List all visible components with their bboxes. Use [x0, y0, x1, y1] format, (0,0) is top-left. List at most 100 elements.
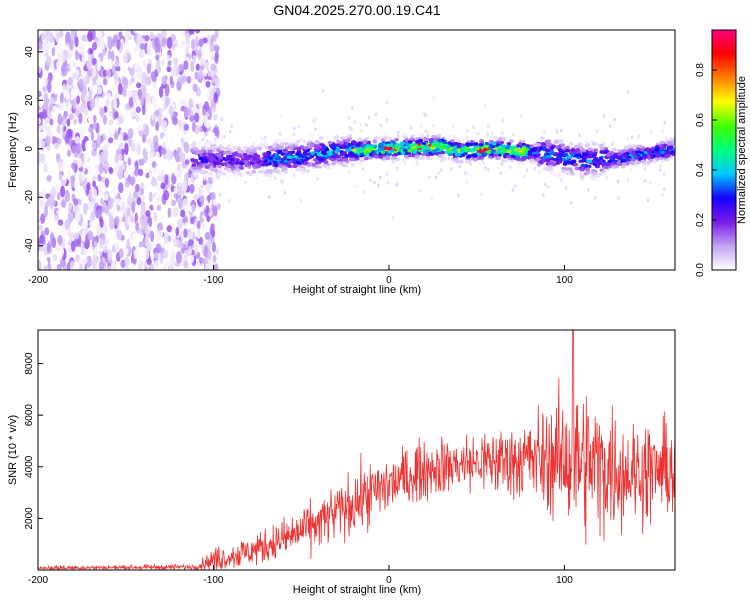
heatmap-cell	[172, 116, 178, 126]
heatmap-cell	[82, 203, 89, 212]
heatmap-cell	[631, 158, 637, 162]
heatmap-cell	[88, 127, 94, 133]
heatmap-cell	[98, 181, 103, 193]
heatmap-cell	[235, 164, 240, 169]
heatmap-cell	[626, 177, 630, 182]
heatmap-cell	[415, 145, 421, 149]
heatmap-cell	[396, 134, 400, 139]
heatmap-cell	[442, 143, 447, 148]
heatmap-cell	[84, 95, 90, 103]
heatmap-cell	[86, 181, 91, 191]
heatmap-cell	[96, 132, 101, 145]
heatmap-cell	[557, 148, 563, 152]
heatmap-cell	[445, 150, 451, 154]
heatmap-cell	[221, 172, 227, 176]
heatmap-cell	[173, 238, 179, 248]
heatmap-cell	[454, 142, 459, 146]
heatmap-cell	[296, 146, 302, 151]
heatmap-cell	[287, 146, 293, 150]
heatmap-cell	[181, 179, 188, 193]
heatmap-cell	[613, 117, 616, 122]
snr-frame	[37, 329, 676, 571]
heatmap-cell	[339, 141, 344, 145]
heatmap-cell	[236, 147, 242, 151]
heatmap-cell	[462, 138, 466, 143]
heatmap-cell	[161, 147, 167, 155]
heatmap-cell	[341, 163, 347, 167]
heatmap-cell	[440, 150, 446, 155]
heatmap-cell	[536, 163, 542, 167]
snr-y-tick-label: 4000	[24, 455, 35, 478]
heatmap-cell	[447, 141, 452, 145]
heatmap-cell	[637, 134, 640, 139]
heatmap-cell	[453, 157, 459, 161]
heatmap-cell	[113, 111, 119, 119]
heatmap-cell	[67, 168, 72, 179]
snr-x-tick-label: 0	[386, 575, 392, 586]
heatmap-cell	[595, 164, 601, 168]
heatmap-cell	[187, 230, 194, 240]
heatmap-cell	[217, 164, 222, 169]
heatmap-cell	[82, 217, 88, 229]
heatmap-cell	[244, 157, 250, 161]
heatmap-cell	[232, 146, 238, 150]
heatmap-cell	[229, 158, 235, 162]
heatmap-cell	[240, 178, 246, 183]
snr-x-tick-label: -200	[28, 575, 48, 586]
heatmap-cell	[160, 37, 167, 48]
heatmap-cell	[641, 164, 646, 169]
heatmap-cell	[175, 251, 182, 264]
heatmap-cell	[167, 60, 172, 66]
heatmap-cell	[137, 124, 142, 132]
heatmap-cell	[182, 198, 189, 210]
heatmap-cell	[264, 135, 267, 140]
heatmap-cell	[44, 136, 51, 145]
heatmap-cell	[182, 75, 187, 83]
heatmap-cell	[473, 158, 478, 162]
heatmap-cell	[191, 121, 196, 133]
heatmap-cell	[434, 175, 438, 180]
heatmap-cell	[382, 133, 388, 137]
heatmap-cell	[183, 106, 188, 119]
heatmap-cell	[235, 158, 240, 162]
heatmap-cell	[664, 157, 670, 162]
heatmap-cell	[252, 148, 257, 152]
heatmap-cell	[359, 158, 364, 162]
heatmap-cell	[223, 134, 226, 139]
heatmap-cell	[131, 111, 137, 117]
heatmap-cell	[167, 207, 172, 218]
heatmap-cell	[365, 123, 368, 127]
heatmap-cell	[216, 117, 221, 125]
heatmap-cell	[116, 229, 123, 240]
heatmap-cell	[124, 247, 129, 255]
heatmap-cell	[78, 78, 84, 89]
heatmap-cell	[646, 160, 652, 165]
heatmap-cell	[238, 165, 244, 170]
heatmap-cell	[327, 149, 333, 154]
colorbar-gradient	[711, 29, 737, 271]
heatmap-cell	[73, 198, 79, 206]
heatmap-cell	[274, 153, 280, 158]
heatmap-cell	[155, 54, 160, 61]
heatmap-cell	[564, 185, 568, 190]
heatmap-cell	[292, 126, 296, 131]
heatmap-cell	[113, 208, 119, 216]
heatmap-cell	[39, 234, 45, 247]
heatmap-cell	[204, 257, 209, 266]
heatmap-cell	[432, 96, 436, 100]
heatmap-cell	[210, 191, 216, 201]
heatmap-cell	[56, 191, 61, 201]
heatmap-cell	[316, 152, 322, 157]
heatmap-cell	[118, 165, 124, 177]
heatmap-cell	[177, 131, 182, 140]
heatmap-cell	[193, 194, 199, 201]
heatmap-cell	[278, 149, 283, 154]
heatmap-cell	[203, 68, 208, 77]
heatmap-cell	[42, 85, 47, 93]
heatmap-cell	[418, 156, 424, 160]
heatmap-cell	[403, 154, 409, 159]
chart-title: GN04.2025.270.00.19.C41	[273, 2, 441, 18]
heatmap-cell	[348, 170, 351, 175]
